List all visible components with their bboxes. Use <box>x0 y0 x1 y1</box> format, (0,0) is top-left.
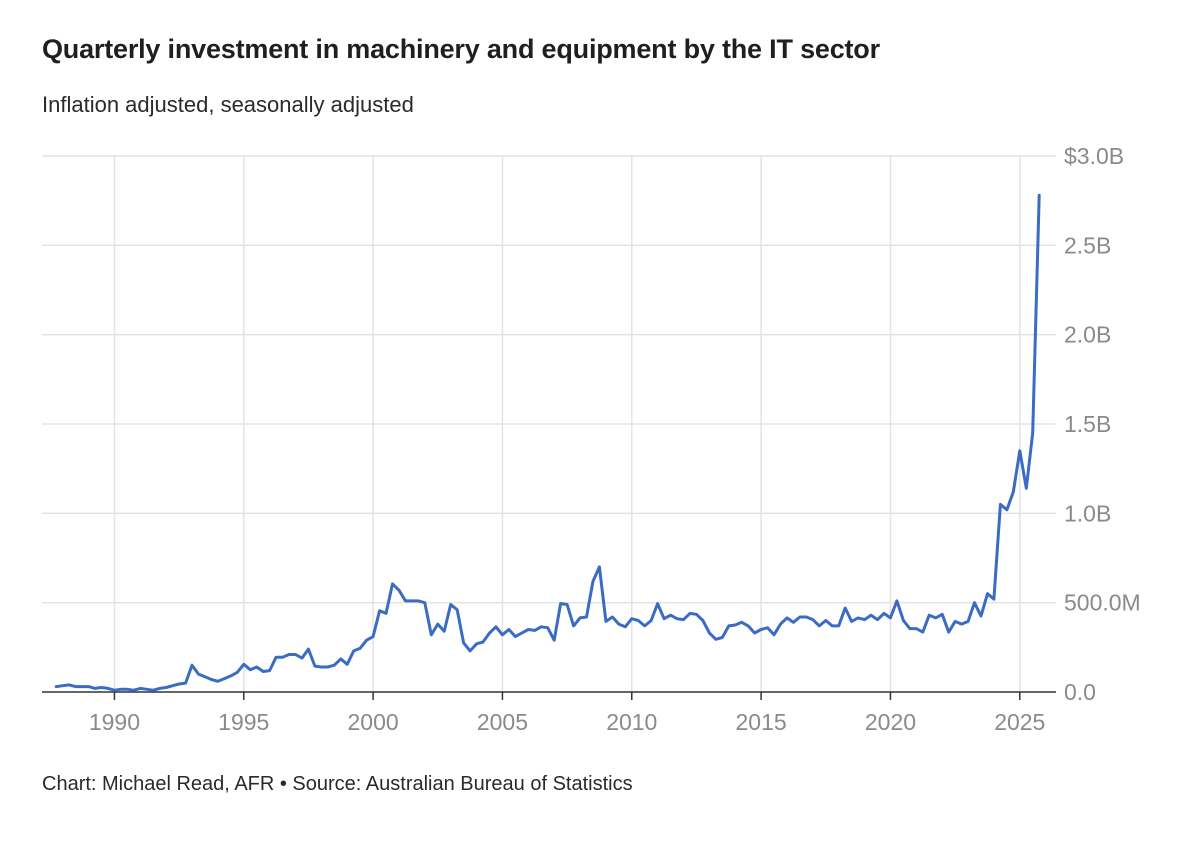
chart-title: Quarterly investment in machinery and eq… <box>42 34 880 64</box>
y-tick-label: $3.0B <box>1064 143 1124 169</box>
series-line <box>54 193 1041 692</box>
y-tick-label: 2.5B <box>1064 232 1111 258</box>
x-tick-label: 2020 <box>865 709 916 735</box>
y-tick-label: 500.0M <box>1064 590 1141 616</box>
y-tick-label: 0.0 <box>1064 679 1096 705</box>
tick-labels: 0.0 500.0M 1.0B 1.5B 2.0B 2.5B $3.0B 1990 1995 20… <box>89 143 1141 735</box>
series-layer <box>54 193 1041 692</box>
x-tick-label: 1990 <box>89 709 140 735</box>
x-tick-label: 2000 <box>348 709 399 735</box>
x-tick-label: 1995 <box>218 709 269 735</box>
source-credit: Chart: Michael Read, AFR • Source: Austr… <box>42 773 633 795</box>
x-tick-label: 2025 <box>994 709 1045 735</box>
y-tick-label: 1.5B <box>1064 411 1111 437</box>
y-tick-label: 2.0B <box>1064 322 1111 348</box>
y-tick-label: 1.0B <box>1064 500 1111 526</box>
x-tick-label: 2005 <box>477 709 528 735</box>
x-tick-label: 2010 <box>606 709 657 735</box>
grid <box>42 155 1056 692</box>
x-tick-label: 2015 <box>736 709 787 735</box>
x-axis <box>42 691 1056 700</box>
chart-subtitle: Inflation adjusted, seasonally adjusted <box>42 92 414 117</box>
